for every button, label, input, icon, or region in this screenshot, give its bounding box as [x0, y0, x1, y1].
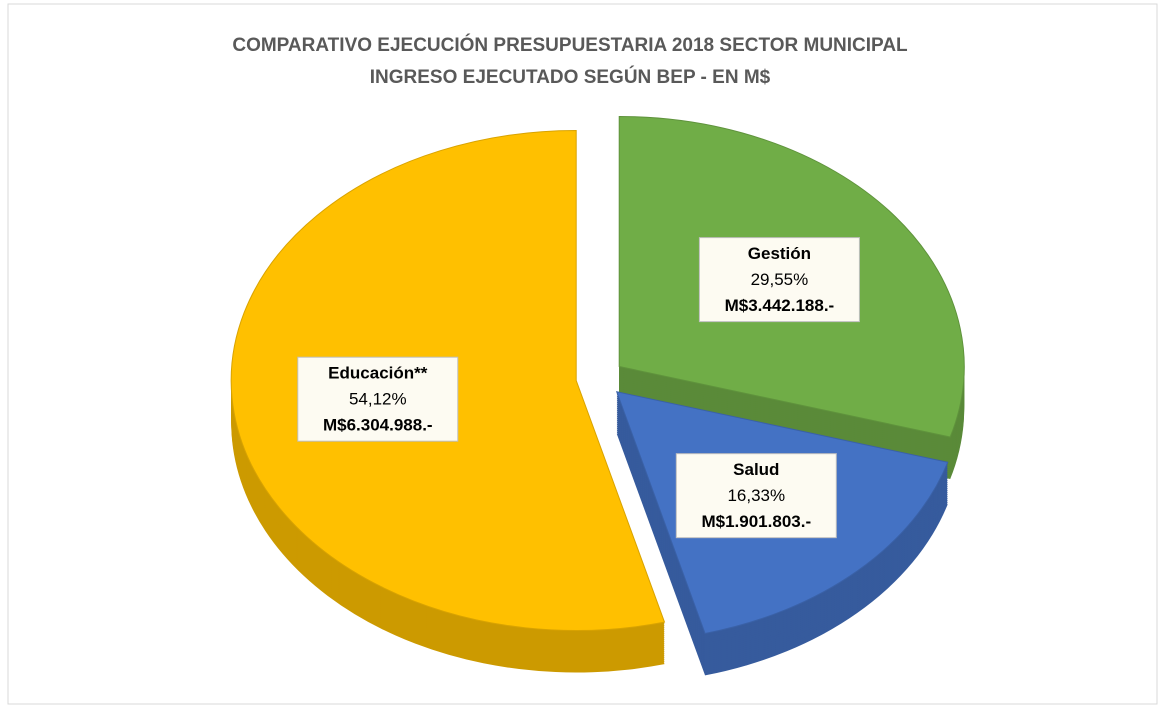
chart-title: COMPARATIVO EJECUCIÓN PRESUPUESTARIA 201… — [232, 34, 908, 56]
data-label-amount: M$1.901.803.- — [701, 512, 811, 531]
data-label-amount: M$6.304.988.- — [323, 416, 433, 435]
data-label-value: 16,33% — [727, 486, 785, 505]
data-label-category: Gestión — [748, 244, 811, 263]
data-label-value: 54,12% — [349, 390, 407, 409]
chart-subtitle: INGRESO EJECUTADO SEGÚN BEP - EN M$ — [370, 66, 771, 88]
data-label-amount: M$3.442.188.- — [725, 296, 835, 315]
data-label-value: 29,55% — [751, 270, 809, 289]
data-label-category: Educación** — [328, 364, 428, 383]
data-label-box — [698, 237, 860, 323]
data-label-box — [297, 356, 459, 442]
data-label-category: Salud — [733, 460, 779, 479]
data-label-box — [675, 453, 837, 539]
